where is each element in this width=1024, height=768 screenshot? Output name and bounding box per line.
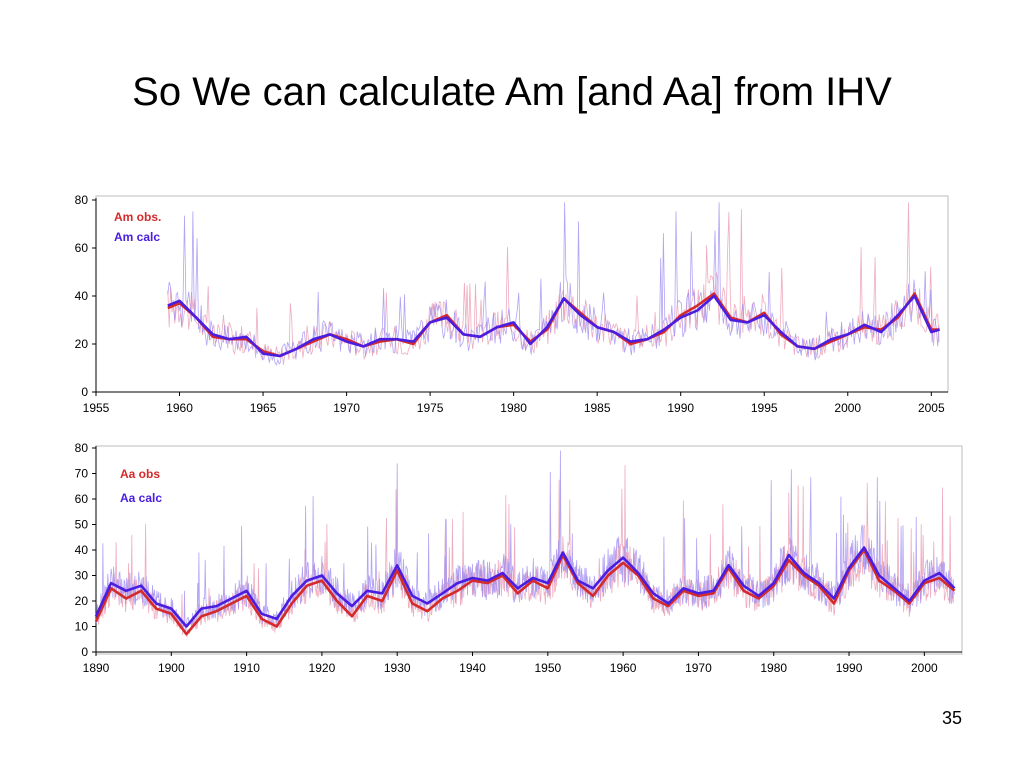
x-tick-label: 1970 (685, 661, 712, 675)
x-tick-label: 1965 (250, 401, 277, 415)
legend-entry: Am calc (114, 230, 160, 244)
x-tick-label: 1980 (760, 661, 787, 675)
monthly-series-line (95, 450, 955, 633)
x-tick-label: 1940 (459, 661, 486, 675)
x-tick-label: 1980 (500, 401, 527, 415)
y-tick-label: 30 (75, 569, 89, 583)
x-tick-label: 1930 (384, 661, 411, 675)
y-tick-label: 10 (75, 620, 89, 634)
legend-entry: Aa calc (120, 491, 162, 505)
x-tick-label: 1890 (83, 661, 110, 675)
monthly-series-line (167, 202, 940, 366)
y-tick-label: 80 (75, 193, 89, 207)
aa-chart: 0 10 20 30 40 50 60 70 80 1890 1900 1910 1920 1930 194… (75, 441, 963, 675)
x-tick-label: 1970 (333, 401, 360, 415)
x-tick-label: 1955 (83, 401, 110, 415)
y-tick-label: 20 (75, 594, 89, 608)
series-line-calculated (167, 294, 940, 358)
y-tick-label: 80 (75, 441, 89, 455)
y-tick-label: 40 (75, 543, 89, 557)
legend-entry: Am obs. (114, 210, 161, 224)
legend-entry: Aa obs (120, 467, 160, 481)
x-tick-label: 1975 (417, 401, 444, 415)
page-number: 35 (941, 708, 962, 728)
x-tick-label: 1900 (158, 661, 185, 675)
y-tick-label: 60 (75, 492, 89, 506)
series-line-observed (94, 548, 956, 636)
plot-frame (95, 195, 949, 393)
y-tick-label: 40 (75, 289, 89, 303)
slide-title: So We can calculate Am [and Aa] from IHV (132, 70, 892, 114)
series-line-calculated (94, 546, 956, 628)
y-tick-label: 0 (81, 385, 88, 399)
x-tick-label: 1960 (610, 661, 637, 675)
x-tick-label: 1910 (233, 661, 260, 675)
y-tick-label: 60 (75, 241, 89, 255)
y-tick-label: 50 (75, 518, 89, 532)
y-tick-label: 70 (75, 467, 89, 481)
x-tick-label: 1990 (836, 661, 863, 675)
y-tick-label: 0 (81, 645, 88, 659)
x-tick-label: 1985 (584, 401, 611, 415)
x-tick-label: 2000 (911, 661, 938, 675)
x-tick-label: 1995 (751, 401, 778, 415)
plot-frame (95, 445, 963, 655)
x-tick-label: 2005 (918, 401, 945, 415)
x-tick-label: 1990 (667, 401, 694, 415)
x-tick-label: 1920 (309, 661, 336, 675)
x-tick-label: 1950 (534, 661, 561, 675)
x-tick-label: 1960 (166, 401, 193, 415)
am-chart: 0 20 40 60 80 1955 1960 1965 1970 1975 1980 1985 199… (75, 193, 949, 415)
x-tick-label: 2000 (834, 401, 861, 415)
monthly-series-line (167, 202, 940, 365)
y-tick-label: 20 (75, 337, 89, 351)
